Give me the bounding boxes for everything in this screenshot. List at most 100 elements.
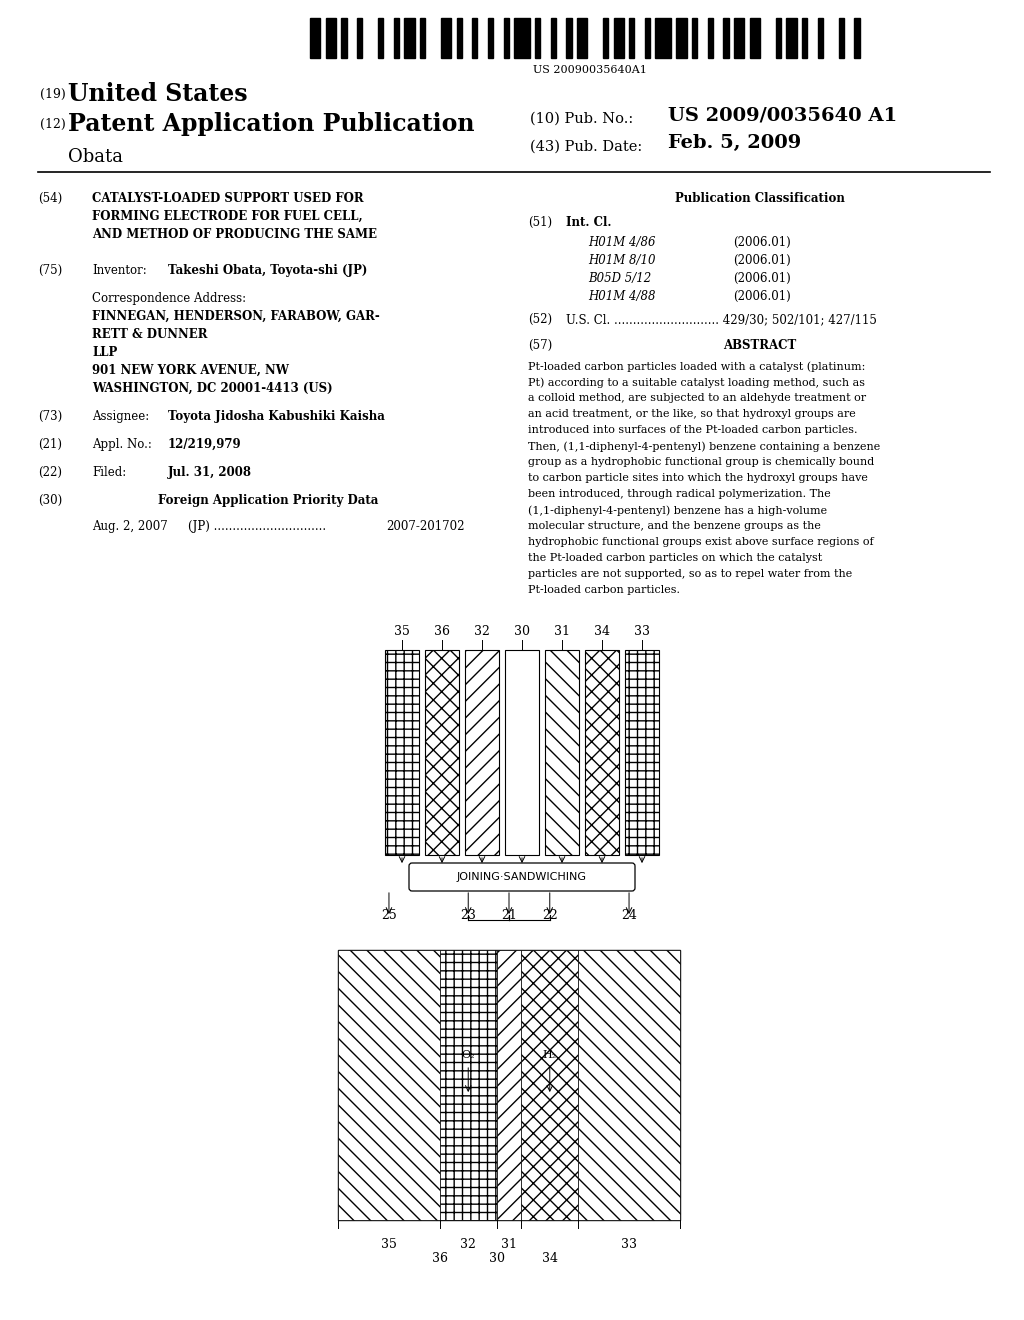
Text: 22: 22 [542,909,558,921]
Text: 32: 32 [461,1238,476,1251]
Bar [545,649,579,855]
Text: FINNEGAN, HENDERSON, FARABOW, GAR-: FINNEGAN, HENDERSON, FARABOW, GAR- [92,310,380,323]
Bar [357,18,362,58]
Text: particles are not supported, so as to repel water from the: particles are not supported, so as to re… [528,569,852,579]
Text: (2006.01): (2006.01) [733,236,791,249]
Bar [378,18,383,58]
Text: 30: 30 [514,624,530,638]
Text: 34: 34 [542,1251,558,1265]
Text: (10) Pub. No.:: (10) Pub. No.: [530,112,633,125]
Bar [338,950,440,1220]
Text: (2006.01): (2006.01) [733,290,791,304]
Text: been introduced, through radical polymerization. The: been introduced, through radical polymer… [528,488,830,499]
Bar [786,18,797,58]
Text: 23: 23 [461,909,476,921]
Text: Correspondence Address:: Correspondence Address: [92,292,246,305]
Text: group as a hydrophobic functional group is chemically bound: group as a hydrophobic functional group … [528,457,874,467]
Text: a colloid method, are subjected to an aldehyde treatment or: a colloid method, are subjected to an al… [528,393,866,403]
Text: 33: 33 [634,624,650,638]
Text: LLP: LLP [92,346,118,359]
Text: (43) Pub. Date:: (43) Pub. Date: [530,140,642,154]
Bar [613,18,624,58]
Text: H01M 4/88: H01M 4/88 [588,290,655,304]
Text: 2007-201702: 2007-201702 [386,520,465,533]
Bar [603,18,608,58]
Text: US 2009/0035640 A1: US 2009/0035640 A1 [668,106,897,124]
Bar [677,18,687,58]
Text: H01M 8/10: H01M 8/10 [588,253,655,267]
Bar [425,649,459,855]
Bar [441,18,452,58]
Text: Aug. 2, 2007: Aug. 2, 2007 [92,520,168,533]
Text: (19): (19) [40,88,66,102]
Bar [585,649,618,855]
Text: U.S. Cl. ............................ 429/30; 502/101; 427/115: U.S. Cl. ............................ 42… [566,313,877,326]
Bar [338,950,680,1220]
Text: Takeshi Obata, Toyota-shi (JP): Takeshi Obata, Toyota-shi (JP) [168,264,368,277]
Text: (1,1-diphenyl-4-pentenyl) benzene has a high-volume: (1,1-diphenyl-4-pentenyl) benzene has a … [528,506,827,516]
Text: (54): (54) [38,191,62,205]
Bar [521,950,579,1220]
Text: Pt) according to a suitable catalyst loading method, such as: Pt) according to a suitable catalyst loa… [528,378,865,388]
Bar [625,649,659,855]
Text: Then, (1,1-diphenyl-4-pentenyl) benzene containing a benzene: Then, (1,1-diphenyl-4-pentenyl) benzene … [528,441,881,451]
Text: Filed:: Filed: [92,466,126,479]
Bar [630,18,635,58]
Text: Obata: Obata [68,148,123,166]
Text: Patent Application Publication: Patent Application Publication [68,112,474,136]
Bar [839,18,844,58]
Text: 30: 30 [488,1251,505,1265]
Bar [566,18,571,58]
Bar [645,18,650,58]
Bar [692,18,697,58]
Bar [310,18,321,58]
Text: Publication Classification: Publication Classification [675,191,845,205]
Bar [776,18,781,58]
Bar [514,18,529,58]
Text: molecular structure, and the benzene groups as the: molecular structure, and the benzene gro… [528,521,821,531]
Text: (57): (57) [528,339,552,352]
Text: 33: 33 [621,1238,637,1251]
Bar [504,18,509,58]
Text: 35: 35 [381,1238,397,1251]
Text: US 20090035640A1: US 20090035640A1 [534,65,647,75]
Text: 12/219,979: 12/219,979 [168,438,242,451]
Bar [497,950,521,1220]
Bar [505,649,539,855]
Text: 36: 36 [432,1251,447,1265]
Text: (30): (30) [38,494,62,507]
Text: 34: 34 [594,624,610,638]
Text: (2006.01): (2006.01) [733,253,791,267]
Text: JOINING·SANDWICHING: JOINING·SANDWICHING [457,873,587,882]
Bar [420,18,425,58]
Bar [465,649,499,855]
Bar [385,649,419,855]
Text: 31: 31 [554,624,570,638]
Text: introduced into surfaces of the Pt-loaded carbon particles.: introduced into surfaces of the Pt-loade… [528,425,857,436]
Text: 35: 35 [394,624,410,638]
Text: Pt-loaded carbon particles.: Pt-loaded carbon particles. [528,585,680,595]
Text: Toyota Jidosha Kabushiki Kaisha: Toyota Jidosha Kabushiki Kaisha [168,411,385,422]
Text: the Pt-loaded carbon particles on which the catalyst: the Pt-loaded carbon particles on which … [528,553,822,564]
Text: 31: 31 [501,1238,517,1251]
Text: B05D 5/12: B05D 5/12 [588,272,651,285]
Text: an acid treatment, or the like, so that hydroxyl groups are: an acid treatment, or the like, so that … [528,409,856,418]
Text: Inventor:: Inventor: [92,264,146,277]
Text: CATALYST-LOADED SUPPORT USED FOR: CATALYST-LOADED SUPPORT USED FOR [92,191,364,205]
Bar [551,18,556,58]
Text: Jul. 31, 2008: Jul. 31, 2008 [168,466,252,479]
FancyBboxPatch shape [409,863,635,891]
Bar [655,18,671,58]
Text: (JP) ..............................: (JP) .............................. [188,520,326,533]
Text: H01M 4/86: H01M 4/86 [588,236,655,249]
Text: AND METHOD OF PRODUCING THE SAME: AND METHOD OF PRODUCING THE SAME [92,228,377,242]
Text: (51): (51) [528,216,552,228]
Bar [579,950,680,1220]
Bar [341,18,347,58]
Text: Feb. 5, 2009: Feb. 5, 2009 [668,135,801,152]
Text: (2006.01): (2006.01) [733,272,791,285]
Text: O₂: O₂ [462,1049,475,1060]
Text: (21): (21) [38,438,62,451]
Text: ABSTRACT: ABSTRACT [723,339,797,352]
Text: 25: 25 [381,909,397,921]
